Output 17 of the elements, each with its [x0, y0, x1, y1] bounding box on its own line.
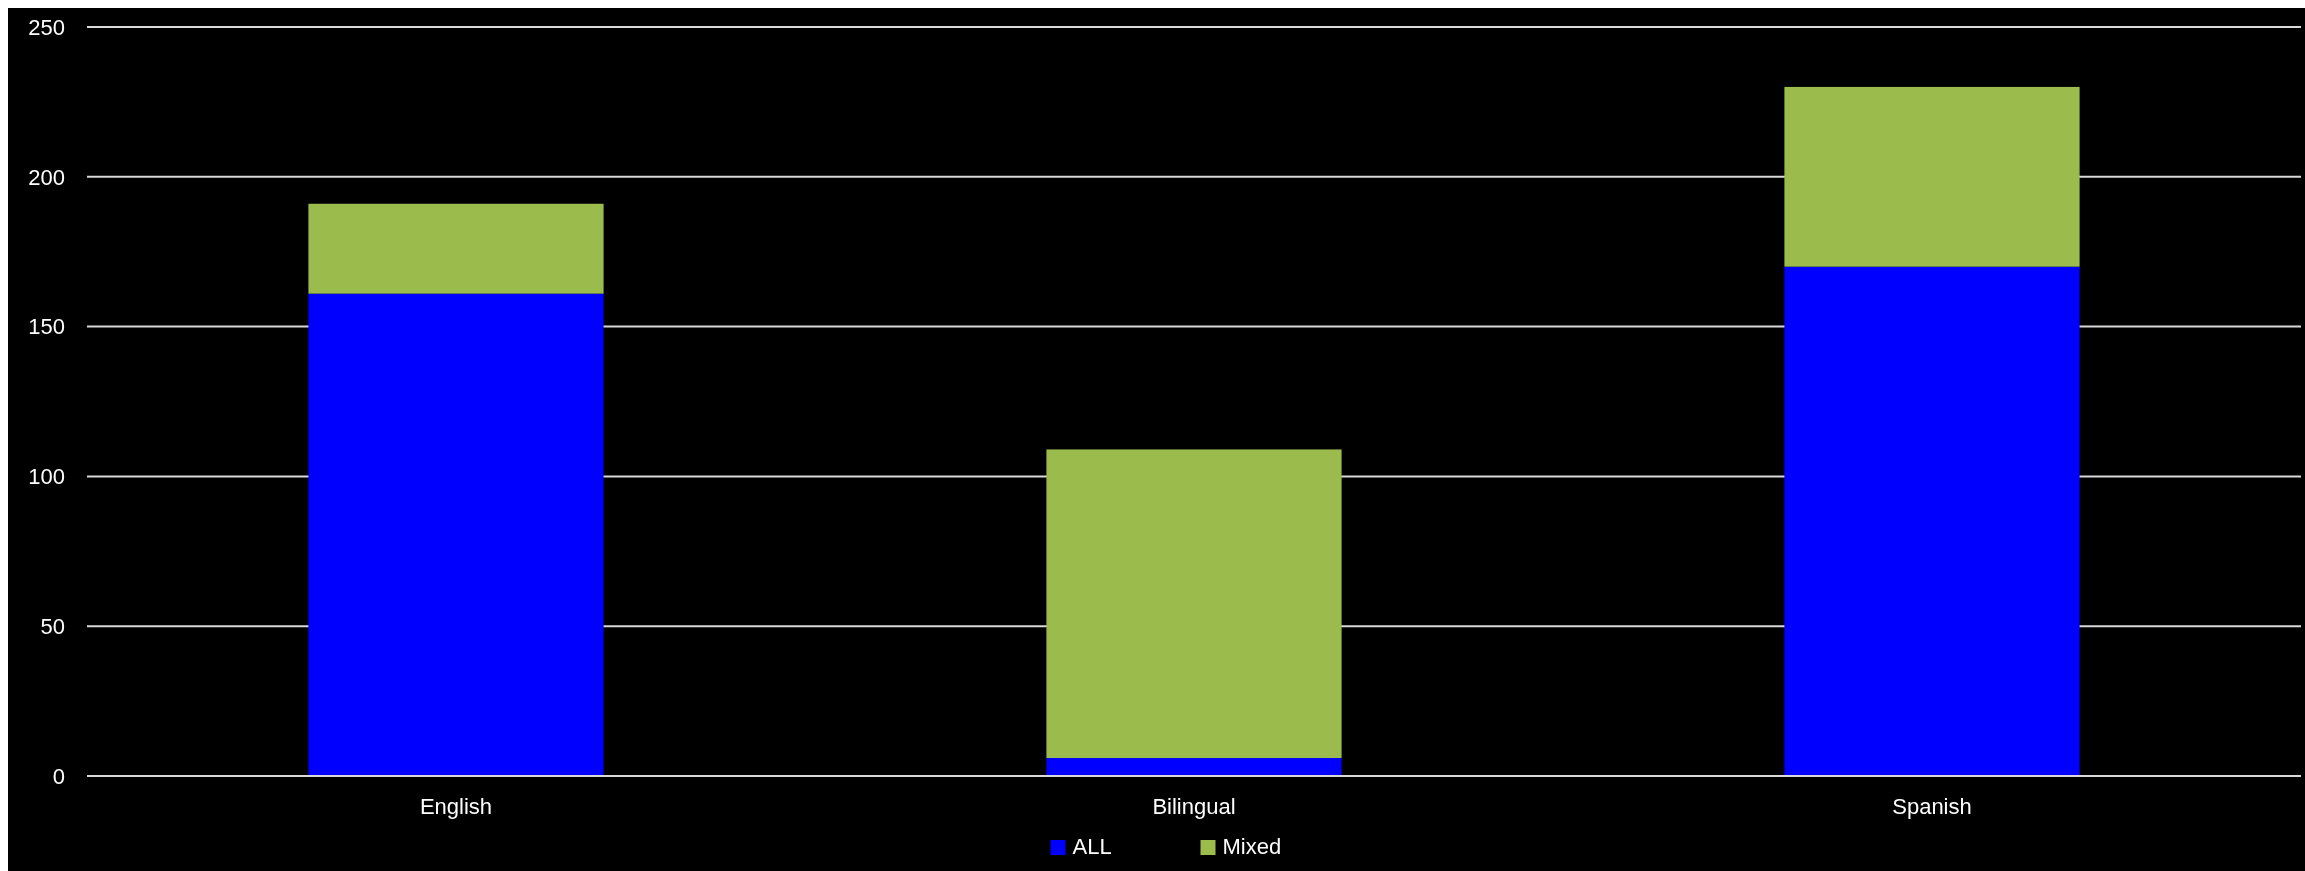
- x-tick-label: Bilingual: [1152, 794, 1236, 819]
- x-tick-label: English: [419, 794, 493, 819]
- bar: [1046, 758, 1342, 776]
- legend-label: Mixed: [1222, 834, 1282, 859]
- bar: [1784, 86, 2080, 267]
- y-tick-label: 0: [52, 763, 65, 789]
- bar: [1784, 266, 2080, 776]
- bar: [1046, 449, 1342, 759]
- x-tick-label: Spanish: [1892, 794, 1972, 819]
- y-tick-label: 250: [28, 14, 65, 40]
- y-tick-label: 200: [28, 164, 65, 190]
- bar: [308, 293, 604, 776]
- y-tick-label: 150: [28, 314, 65, 340]
- legend-label: ALL: [1072, 834, 1112, 859]
- bar: [308, 203, 604, 294]
- y-tick-label: 100: [28, 464, 65, 490]
- y-tick-label: 50: [40, 613, 65, 639]
